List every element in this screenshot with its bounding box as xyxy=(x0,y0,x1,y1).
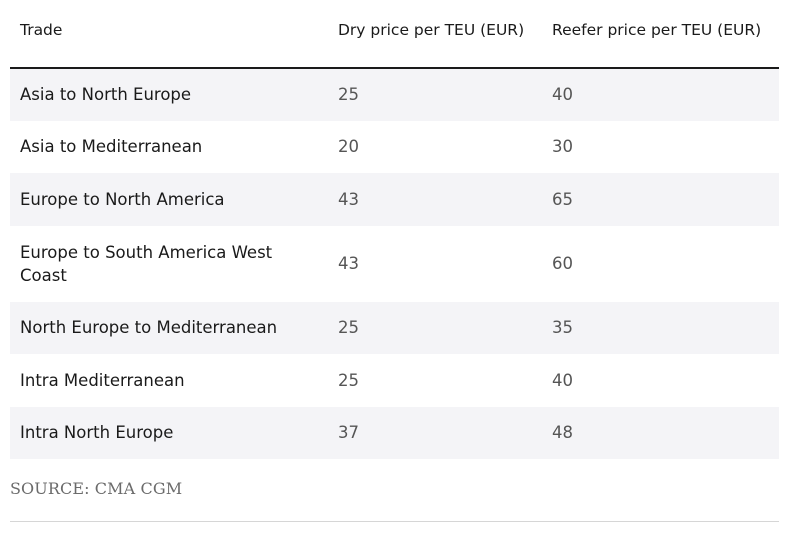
trade-cell: Europe to South America West Coast xyxy=(20,242,273,285)
reefer-price-cell: 60 xyxy=(552,254,573,273)
table-row: Intra Mediterranean 25 40 xyxy=(10,354,779,407)
dry-price-cell: 37 xyxy=(338,423,359,443)
reefer-price-cell: 40 xyxy=(552,85,573,105)
header-trade: Trade xyxy=(20,20,63,39)
header-dry-price: Dry price per TEU (EUR) xyxy=(338,20,525,39)
dry-price-cell: 25 xyxy=(338,318,359,338)
trade-cell: Intra Mediterranean xyxy=(20,370,185,390)
reefer-price-cell: 30 xyxy=(552,137,573,157)
dry-price-cell: 43 xyxy=(338,189,359,209)
reefer-price-cell: 40 xyxy=(552,370,573,390)
bottom-divider xyxy=(10,521,779,522)
reefer-price-cell: 35 xyxy=(552,318,573,338)
trade-cell: Europe to North America xyxy=(20,189,225,209)
reefer-price-cell: 65 xyxy=(552,189,573,209)
table-header-row: Trade Dry price per TEU (EUR) Reefer pri… xyxy=(10,0,779,68)
table-row: Asia to North Europe 25 40 xyxy=(10,68,779,121)
dry-price-cell: 20 xyxy=(338,137,359,157)
table-row: Europe to North America 43 65 xyxy=(10,173,779,226)
price-table-container: Trade Dry price per TEU (EUR) Reefer pri… xyxy=(10,0,779,459)
table-row: Europe to South America West Coast 43 60 xyxy=(10,226,779,302)
dry-price-cell: 43 xyxy=(338,254,359,273)
reefer-price-cell: 48 xyxy=(552,423,573,443)
source-note: SOURCE: CMA CGM xyxy=(10,479,183,498)
dry-price-cell: 25 xyxy=(338,370,359,390)
trade-cell: North Europe to Mediterranean xyxy=(20,318,278,338)
table-row: Asia to Mediterranean 20 30 xyxy=(10,121,779,174)
trade-cell: Asia to North Europe xyxy=(20,85,192,105)
table-row: North Europe to Mediterranean 25 35 xyxy=(10,301,779,354)
trade-cell: Intra North Europe xyxy=(20,423,174,443)
table-row: Intra North Europe 37 48 xyxy=(10,406,779,459)
price-table: Trade Dry price per TEU (EUR) Reefer pri… xyxy=(10,0,779,459)
trade-cell: Asia to Mediterranean xyxy=(20,137,203,157)
dry-price-cell: 25 xyxy=(338,85,359,105)
header-reefer-price: Reefer price per TEU (EUR) xyxy=(552,20,762,39)
